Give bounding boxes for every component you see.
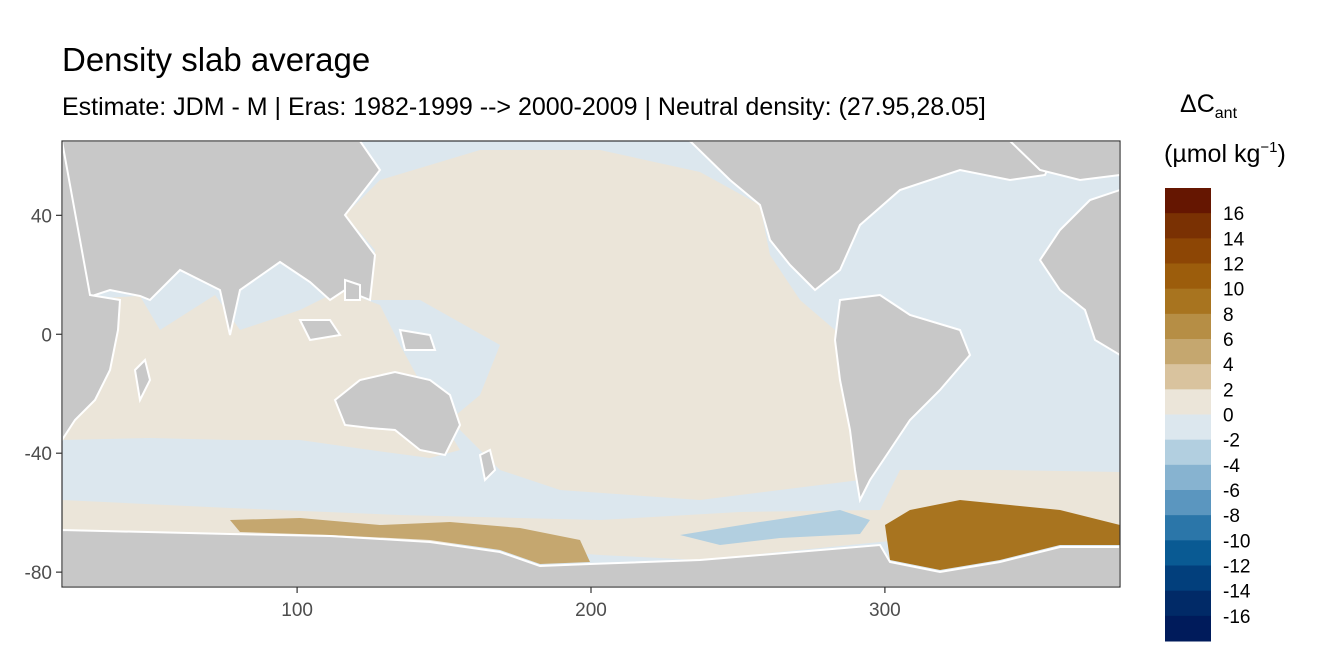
legend-label: 6 — [1223, 330, 1234, 351]
legend-label: -2 — [1223, 431, 1240, 452]
legend-swatch — [1165, 213, 1211, 239]
legend-swatch — [1165, 615, 1211, 642]
y-tick-label: 40 — [31, 206, 52, 227]
legend-swatch — [1165, 439, 1211, 466]
y-tick-label: -40 — [25, 444, 52, 465]
legend-title: ΔCant — [1180, 90, 1238, 122]
legend-label: 16 — [1223, 204, 1244, 225]
legend: ΔCant (µmol kg−1) 16 14 12 10 8 6 4 2 0 -2 -4 -6 -8 -… — [1164, 90, 1286, 642]
legend-swatch — [1165, 389, 1211, 415]
legend-swatch — [1165, 188, 1211, 214]
legend-labels: 16 14 12 10 8 6 4 2 0 -2 -4 -6 -8 -10 -12 -14 -16 — [1223, 204, 1251, 628]
legend-label: -4 — [1223, 456, 1240, 477]
legend-label: -12 — [1223, 557, 1250, 578]
legend-swatch — [1165, 364, 1211, 390]
y-tick-label: 0 — [41, 325, 52, 346]
legend-swatch — [1165, 590, 1211, 617]
x-tick-label: 300 — [869, 600, 901, 621]
legend-swatch — [1165, 565, 1211, 592]
legend-label: 10 — [1223, 280, 1244, 301]
chart-subtitle: Estimate: JDM - M | Eras: 1982-1999 --> … — [62, 93, 986, 121]
amundsen-bellingshausen — [680, 510, 870, 545]
pacific-ocean — [345, 150, 860, 500]
legend-label: 2 — [1223, 380, 1234, 401]
southern-ocean-band — [62, 438, 880, 520]
legend-swatch — [1165, 288, 1211, 315]
ross-sea — [230, 518, 590, 564]
x-axis: 100 200 300 — [281, 587, 901, 621]
legend-swatch — [1165, 464, 1211, 491]
legend-label: 12 — [1223, 255, 1244, 276]
legend-swatch — [1165, 238, 1211, 264]
legend-label: 14 — [1223, 229, 1245, 250]
y-tick-label: -80 — [25, 563, 52, 584]
weddell-sea — [885, 500, 1120, 570]
legend-colorbar — [1165, 188, 1211, 642]
y-axis: 40 0 -40 -80 — [25, 206, 62, 584]
legend-swatch — [1165, 339, 1211, 365]
legend-units: (µmol kg−1) — [1164, 139, 1286, 168]
legend-label: 8 — [1223, 305, 1234, 326]
legend-swatch — [1165, 540, 1211, 566]
legend-swatch — [1165, 313, 1211, 340]
land — [62, 141, 1120, 587]
legend-label: 0 — [1223, 406, 1234, 427]
legend-swatch — [1165, 414, 1211, 441]
chart-title: Density slab average — [62, 41, 371, 78]
legend-swatch — [1165, 515, 1211, 541]
legend-label: -14 — [1223, 582, 1251, 603]
legend-label: -8 — [1223, 506, 1240, 527]
legend-label: 4 — [1223, 355, 1234, 376]
x-tick-label: 100 — [281, 600, 313, 621]
legend-label: -6 — [1223, 481, 1240, 502]
legend-label: -16 — [1223, 607, 1250, 628]
legend-label: -10 — [1223, 531, 1250, 552]
north-atlantic — [840, 170, 1060, 320]
map-panel — [62, 141, 1120, 587]
legend-swatch — [1165, 490, 1211, 516]
legend-swatch — [1165, 263, 1211, 290]
x-tick-label: 200 — [575, 600, 607, 621]
